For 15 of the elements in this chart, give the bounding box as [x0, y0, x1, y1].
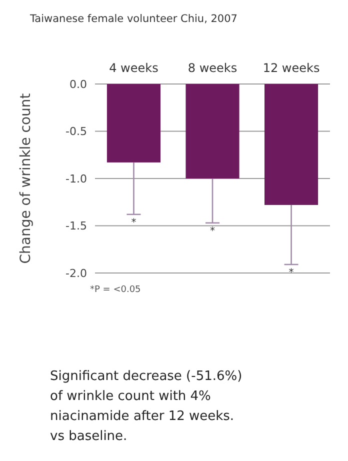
y-axis-title: Change of wrinkle count [18, 92, 34, 264]
y-tick-label: -0.5 [66, 125, 87, 138]
y-tick-label: 0.0 [70, 78, 87, 91]
annotation: * [210, 226, 215, 237]
x-tick-label: 4 weeks [109, 61, 158, 75]
x-tick-label: 12 weeks [262, 61, 320, 75]
y-tick-label: -1.5 [66, 220, 87, 233]
text: *P = <0.05 [90, 285, 141, 295]
chart-title: Taiwanese female volunteer Chiu, 2007 [29, 13, 238, 25]
y-tick-label: -2.0 [66, 266, 87, 280]
text: Significant decrease (-51.6%) of wrinkle count with 4% niacinamide after 12 weeks. vs baseline. [50, 369, 242, 444]
annotation: * [131, 217, 136, 228]
y-tick-label: -1.0 [66, 172, 87, 186]
x-tick-label: 8 weeks [188, 61, 238, 75]
annotation: * [288, 267, 294, 278]
